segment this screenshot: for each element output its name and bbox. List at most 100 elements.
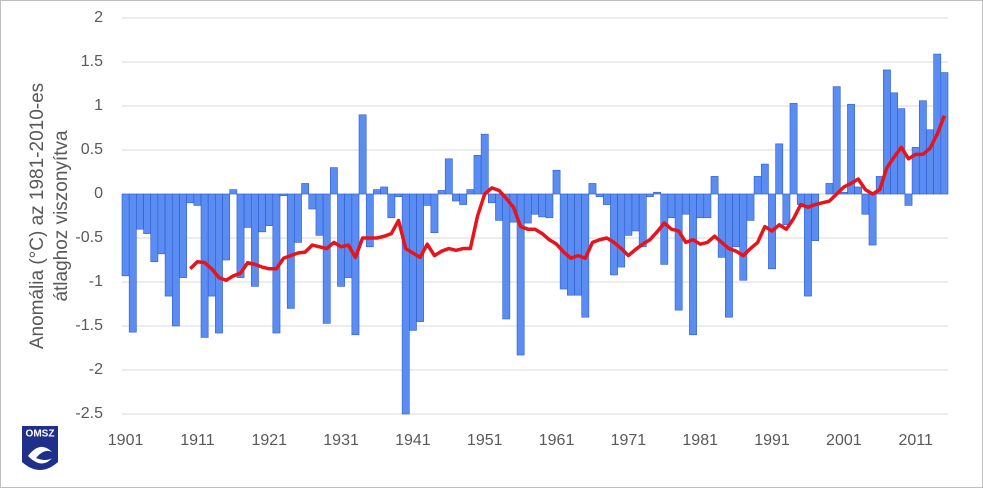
bar [452, 193, 460, 202]
bar [681, 193, 690, 215]
bar [646, 193, 654, 197]
bar [696, 193, 705, 219]
bar [804, 193, 812, 297]
x-tick-label: 1961 [539, 432, 575, 449]
bar [437, 190, 446, 195]
bar [329, 167, 338, 195]
x-tick-label: 2001 [826, 432, 862, 449]
bar [250, 193, 259, 287]
bar [409, 193, 417, 331]
x-tick-label: 2011 [898, 432, 933, 449]
bar [164, 193, 173, 297]
y-tick-label: 0.5 [81, 141, 103, 158]
bar [430, 193, 439, 234]
bar [710, 176, 719, 195]
bar [538, 193, 547, 218]
bar [401, 193, 410, 415]
bar [926, 129, 934, 195]
bar [940, 72, 949, 195]
bar [186, 193, 195, 204]
bar [294, 193, 302, 243]
bar [667, 193, 676, 219]
bar [394, 193, 403, 197]
x-tick-label: 1901 [108, 432, 144, 449]
x-tick-label: 1941 [395, 432, 431, 449]
bar [215, 193, 223, 334]
y-tick-label: -1 [89, 273, 103, 290]
bar [502, 193, 511, 320]
x-tick-label: 1971 [611, 432, 647, 449]
bar [782, 193, 791, 226]
bar [243, 193, 252, 228]
y-tick-label: 1 [94, 97, 103, 114]
logo: OMSZ [22, 426, 58, 470]
bar [222, 193, 231, 261]
bar [322, 193, 331, 324]
bar [689, 193, 697, 336]
bar [595, 193, 604, 197]
bar [574, 193, 582, 296]
bar [890, 92, 899, 195]
y-tick-label: 1.5 [81, 53, 103, 70]
bar [128, 193, 137, 333]
y-tick-label: -2 [89, 361, 103, 378]
x-tick-label: 1921 [251, 432, 287, 449]
bar [315, 193, 324, 236]
logo-text: OMSZ [26, 429, 55, 440]
bar [171, 193, 180, 327]
x-tick-label: 1981 [682, 432, 718, 449]
bar [373, 189, 381, 195]
bar [193, 193, 202, 206]
y-tick-label: -2.5 [75, 405, 103, 422]
bar [121, 193, 130, 277]
bar [207, 193, 216, 297]
y-tick-label: 0 [94, 185, 103, 202]
bar [746, 193, 755, 221]
bar [236, 193, 245, 278]
trend-line [189, 115, 947, 282]
bar [832, 86, 841, 195]
bar [459, 193, 468, 205]
bar [516, 193, 525, 356]
logo-wave [28, 446, 52, 464]
bar [488, 193, 496, 204]
bar [466, 189, 475, 195]
x-tick-label: 1991 [754, 432, 790, 449]
bar [868, 193, 877, 246]
bar [473, 154, 482, 195]
bar [380, 186, 389, 195]
bar [444, 158, 453, 195]
bar [847, 103, 855, 195]
bar [552, 169, 561, 195]
bar [904, 193, 913, 206]
bar [531, 193, 539, 215]
bar [279, 193, 288, 197]
bar [286, 193, 295, 309]
bar [157, 193, 166, 255]
bar [602, 193, 611, 205]
bar [559, 193, 568, 290]
bar [358, 114, 367, 195]
bar [337, 193, 345, 287]
bar [674, 193, 683, 311]
y-axis-title: Anomália (°C) az 1981-2010-es [27, 83, 48, 349]
bar [258, 193, 266, 233]
bar [811, 193, 820, 241]
bar [545, 193, 554, 219]
bar [717, 193, 726, 258]
bar [739, 193, 748, 281]
bar [265, 193, 274, 226]
bar [365, 193, 374, 248]
bar [631, 193, 640, 232]
bar [753, 176, 762, 195]
bar [638, 193, 647, 248]
bar [789, 103, 798, 195]
bar [344, 193, 353, 278]
bar [308, 193, 317, 210]
bar [854, 186, 863, 195]
bar [143, 193, 152, 234]
bar [301, 183, 310, 195]
y-axis-title: átlaghoz viszonyítva [51, 130, 72, 302]
bar [523, 193, 532, 224]
y-tick-label: -0.5 [75, 229, 103, 246]
